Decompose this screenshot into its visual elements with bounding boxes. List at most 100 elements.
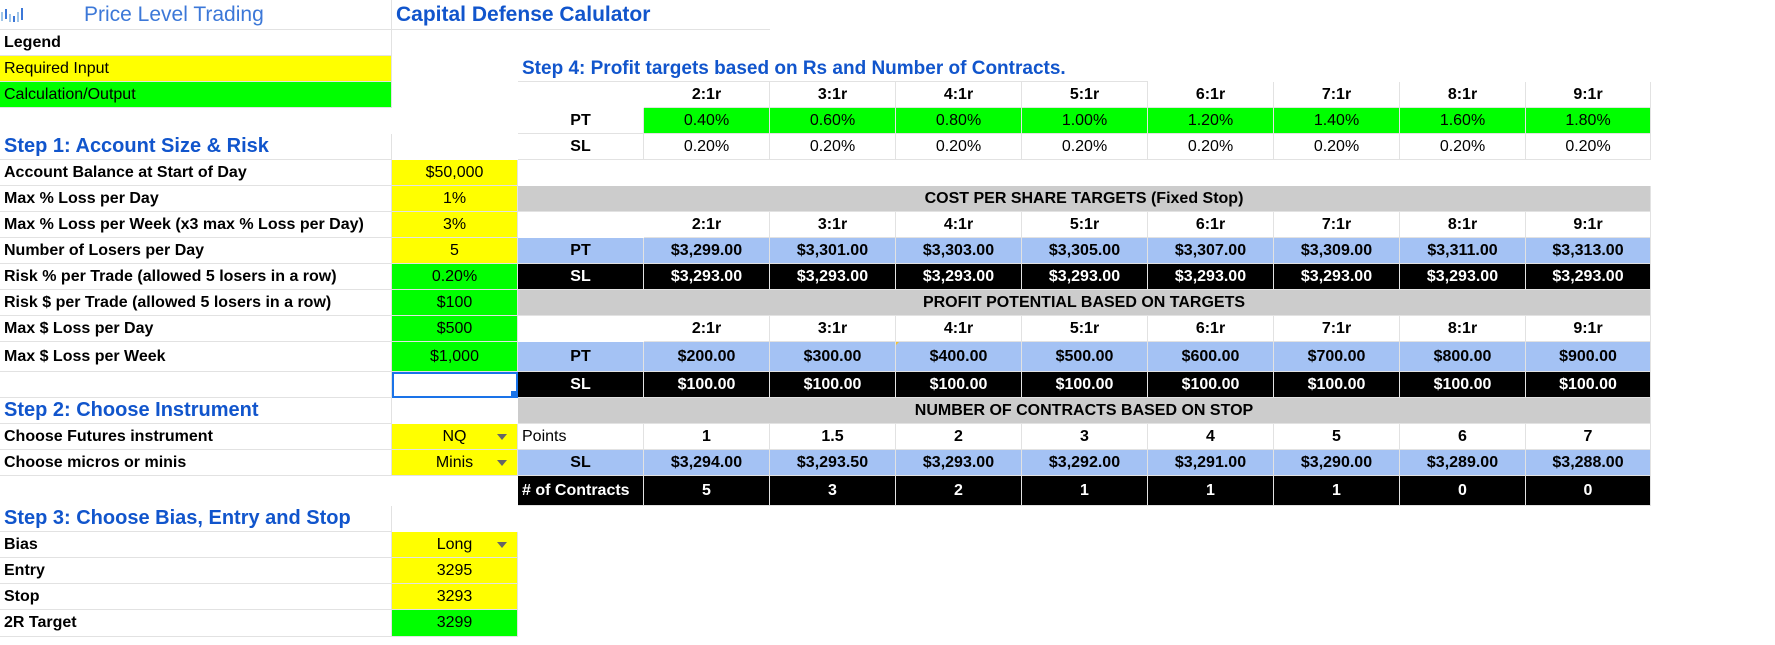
ratio-header: 4:1r	[896, 82, 1022, 108]
ratio-header: 9:1r	[1526, 316, 1651, 342]
contracts-count-cell: 1	[1274, 476, 1400, 506]
step1-input-cell[interactable]: 5	[392, 238, 518, 264]
contracts-sl-cell: $3,294.00	[644, 450, 770, 476]
logo: Price Level Trading	[0, 0, 392, 30]
contracts-count-cell: 5	[644, 476, 770, 506]
points-cell: 7	[1526, 424, 1651, 450]
ratio-header: 9:1r	[1526, 212, 1651, 238]
instrument-select[interactable]: NQ	[392, 424, 518, 450]
profit-pt-cell: $800.00	[1400, 342, 1526, 372]
cost-pt-cell: $3,305.00	[1022, 238, 1148, 264]
profit-pt-cell: $900.00	[1526, 342, 1651, 372]
ratio-header: 8:1r	[1400, 212, 1526, 238]
cost-sl-cell: $3,293.00	[770, 264, 896, 290]
ratio-header: 8:1r	[1400, 82, 1526, 108]
bias-select[interactable]: Long	[392, 532, 518, 558]
cost-pt-label: PT	[518, 238, 644, 264]
pt-percent-cell: 1.20%	[1148, 108, 1274, 134]
ratio-header: 5:1r	[1022, 316, 1148, 342]
profit-potential-header: PROFIT POTENTIAL BASED ON TARGETS	[518, 290, 1651, 316]
ratio-header: 3:1r	[770, 212, 896, 238]
profit-pt-cell: $700.00	[1274, 342, 1400, 372]
step1-row-label: Account Balance at Start of Day	[0, 160, 392, 186]
entry-input[interactable]: 3295	[392, 558, 518, 584]
step4-pt-label: PT	[518, 108, 644, 134]
step3-title: Step 3: Choose Bias, Entry and Stop	[0, 506, 392, 532]
sl-percent-cell: 0.20%	[1148, 134, 1274, 160]
ratio-header: 7:1r	[1274, 316, 1400, 342]
contracts-sl-cell: $3,291.00	[1148, 450, 1274, 476]
cost-pt-cell: $3,311.00	[1400, 238, 1526, 264]
cost-pt-cell: $3,303.00	[896, 238, 1022, 264]
ratio-header: 5:1r	[1022, 212, 1148, 238]
dropdown-arrow-icon[interactable]	[497, 433, 507, 440]
cost-sl-cell: $3,293.00	[1274, 264, 1400, 290]
profit-pt-label: PT	[518, 342, 644, 372]
step1-row-label: Max % Loss per Day	[0, 186, 392, 212]
points-cell: 5	[1274, 424, 1400, 450]
contracts-count-cell: 1	[1148, 476, 1274, 506]
size-select[interactable]: Minis	[392, 450, 518, 476]
ratio-header: 4:1r	[896, 212, 1022, 238]
cost-sl-cell: $3,293.00	[1526, 264, 1651, 290]
contracts-sl-cell: $3,288.00	[1526, 450, 1651, 476]
contracts-count-label: # of Contracts	[518, 476, 644, 506]
stop-input[interactable]: 3293	[392, 584, 518, 610]
pt-percent-cell: 1.60%	[1400, 108, 1526, 134]
step1-row-label: Max % Loss per Week (x3 max % Loss per D…	[0, 212, 392, 238]
ratio-header: 4:1r	[896, 316, 1022, 342]
ratio-header: 6:1r	[1148, 316, 1274, 342]
profit-pt-cell: $300.00	[770, 342, 896, 372]
sl-percent-cell: 0.20%	[1022, 134, 1148, 160]
dropdown-arrow-icon[interactable]	[497, 541, 507, 548]
sl-percent-cell: 0.20%	[644, 134, 770, 160]
step1-input-cell[interactable]: 3%	[392, 212, 518, 238]
legend-title: Legend	[0, 30, 392, 56]
target-label: 2R Target	[0, 610, 392, 637]
pt-percent-cell: 1.40%	[1274, 108, 1400, 134]
points-cell: 2	[896, 424, 1022, 450]
ratio-header: 6:1r	[1148, 82, 1274, 108]
points-label: Points	[518, 424, 644, 450]
profit-sl-cell: $100.00	[896, 372, 1022, 398]
pt-percent-cell: 0.80%	[896, 108, 1022, 134]
ratio-header: 5:1r	[1022, 82, 1148, 108]
step1-row-label: Max $ Loss per Day	[0, 316, 392, 342]
cost-pt-cell: $3,301.00	[770, 238, 896, 264]
profit-sl-cell: $100.00	[770, 372, 896, 398]
comment-indicator-icon[interactable]	[896, 342, 901, 347]
profit-sl-cell: $100.00	[1022, 372, 1148, 398]
bias-label: Bias	[0, 532, 392, 558]
step1-output-cell: $100	[392, 290, 518, 316]
fill-handle[interactable]	[511, 391, 517, 397]
logo-text: Price Level Trading	[84, 2, 264, 26]
cost-pt-cell: $3,313.00	[1526, 238, 1651, 264]
points-cell: 3	[1022, 424, 1148, 450]
entry-label: Entry	[0, 558, 392, 584]
cost-sl-cell: $3,293.00	[644, 264, 770, 290]
profit-pt-cell: $400.00	[896, 342, 1022, 372]
cost-sl-cell: $3,293.00	[1400, 264, 1526, 290]
cost-sl-cell: $3,293.00	[1022, 264, 1148, 290]
contracts-sl-cell: $3,290.00	[1274, 450, 1400, 476]
empty-cell	[0, 372, 392, 398]
selected-cell[interactable]	[392, 372, 518, 398]
pt-percent-cell: 0.40%	[644, 108, 770, 134]
profit-sl-cell: $100.00	[1400, 372, 1526, 398]
contracts-count-cell: 2	[896, 476, 1022, 506]
ratio-header: 2:1r	[644, 212, 770, 238]
size-value: Minis	[435, 453, 474, 471]
logo-icon	[1, 8, 23, 22]
step1-input-cell[interactable]: 1%	[392, 186, 518, 212]
points-cell: 1	[644, 424, 770, 450]
ratio-header: 3:1r	[770, 316, 896, 342]
profit-pt-cell: $500.00	[1022, 342, 1148, 372]
cost-pt-cell: $3,299.00	[644, 238, 770, 264]
step1-output-cell: 0.20%	[392, 264, 518, 290]
step1-row-label: Risk $ per Trade (allowed 5 losers in a …	[0, 290, 392, 316]
sl-percent-cell: 0.20%	[1274, 134, 1400, 160]
dropdown-arrow-icon[interactable]	[497, 459, 507, 466]
step1-input-cell[interactable]: $50,000	[392, 160, 518, 186]
profit-pt-cell: $200.00	[644, 342, 770, 372]
sl-percent-cell: 0.20%	[770, 134, 896, 160]
